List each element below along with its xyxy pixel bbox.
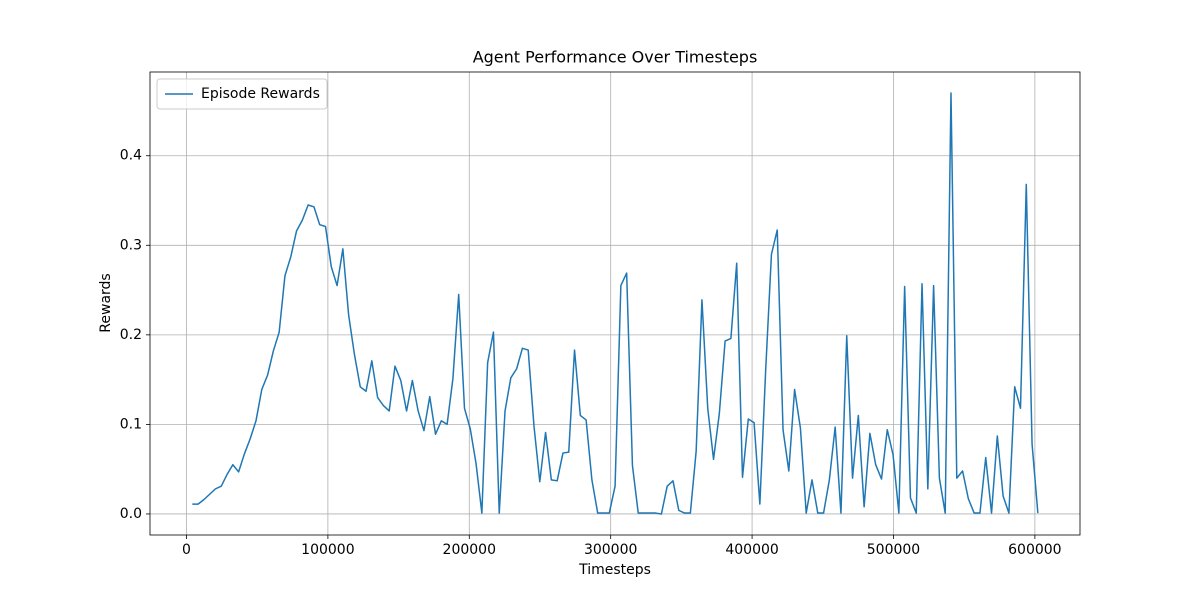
axes-frame: [149, 71, 1081, 536]
x-tick-label: 0: [182, 542, 191, 558]
grid: [150, 72, 1080, 535]
series-line: [192, 92, 1039, 515]
x-tick-label: 200000: [443, 542, 496, 558]
legend-box: [156, 78, 328, 110]
plot-area: [192, 92, 1039, 515]
y-axis-label: Rewards: [98, 273, 114, 332]
x-axis-label: Timesteps: [578, 562, 651, 578]
y-tick-label: 0.3: [120, 237, 142, 253]
x-tick-label: 100000: [301, 542, 354, 558]
chart-title: Agent Performance Over Timesteps: [473, 48, 758, 67]
legend-label: Episode Rewards: [201, 86, 320, 102]
x-tick-label: 400000: [725, 542, 778, 558]
y-tick-label: 0.2: [120, 327, 142, 343]
x-tick-label: 300000: [584, 542, 637, 558]
y-tick-label: 0.4: [120, 148, 142, 164]
y-tick-label: 0.1: [120, 416, 142, 432]
x-tick-label: 500000: [867, 542, 920, 558]
y-tick-label: 0.0: [120, 506, 142, 522]
x-tick-label: 600000: [1008, 542, 1061, 558]
legend: Episode Rewards: [156, 78, 328, 110]
